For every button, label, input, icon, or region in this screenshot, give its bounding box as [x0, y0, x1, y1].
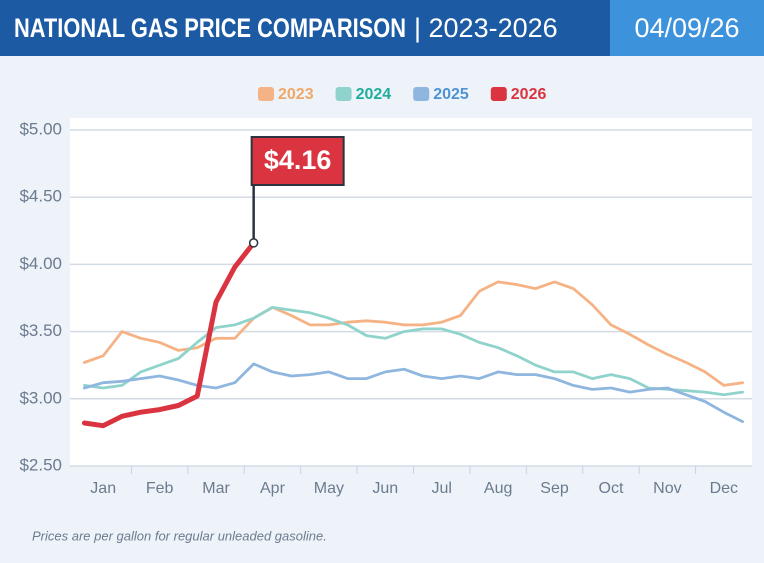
series-line [83, 280, 744, 387]
end-point [248, 238, 259, 248]
legend-label: 2024 [356, 86, 392, 103]
annotation: $4.16 [264, 145, 332, 175]
x-tick-label: Feb [146, 480, 174, 497]
y-tick-label: $2.50 [19, 455, 62, 474]
plot-area [70, 118, 752, 466]
y-tick-label: $4.50 [19, 187, 62, 206]
x-tick-label: Mar [202, 480, 230, 497]
date: 04/09/26 [634, 13, 739, 43]
x-tick-label: Jul [431, 480, 451, 497]
series-line [81, 240, 257, 429]
x-tick-label: Jan [90, 480, 116, 497]
legend-label: 2023 [278, 86, 314, 103]
x-tick-label: Apr [260, 480, 286, 497]
x-tick-label: Jun [372, 480, 398, 497]
x-tick-label: Sep [540, 480, 569, 497]
header-bar [0, 0, 610, 56]
x-tick-label: May [314, 480, 344, 497]
y-tick-label: $3.00 [19, 388, 62, 407]
title: NATIONAL GAS PRICE COMPARISON [14, 13, 406, 43]
x-tick-label: Oct [599, 480, 624, 497]
legend-swatch [258, 87, 274, 101]
legend-label: 2026 [511, 86, 547, 103]
series-line [83, 306, 744, 397]
y-tick-label: $3.50 [19, 321, 62, 340]
legend-swatch [335, 87, 352, 101]
subtitle: | 2023-2026 [414, 13, 558, 43]
date-box [610, 0, 764, 56]
footnote: Prices are per gallon for regular unlead… [32, 528, 327, 543]
legend-swatch [413, 87, 430, 101]
legend-label: 2025 [433, 86, 469, 103]
x-tick-label: Nov [653, 480, 681, 497]
x-tick-label: Dec [710, 480, 738, 497]
y-tick-label: $4.00 [19, 254, 62, 273]
flag-box [250, 136, 345, 186]
series-line [83, 362, 744, 423]
x-tick-label: Aug [484, 480, 512, 497]
y-tick-label: $5.00 [19, 119, 62, 138]
legend-swatch [490, 87, 507, 101]
